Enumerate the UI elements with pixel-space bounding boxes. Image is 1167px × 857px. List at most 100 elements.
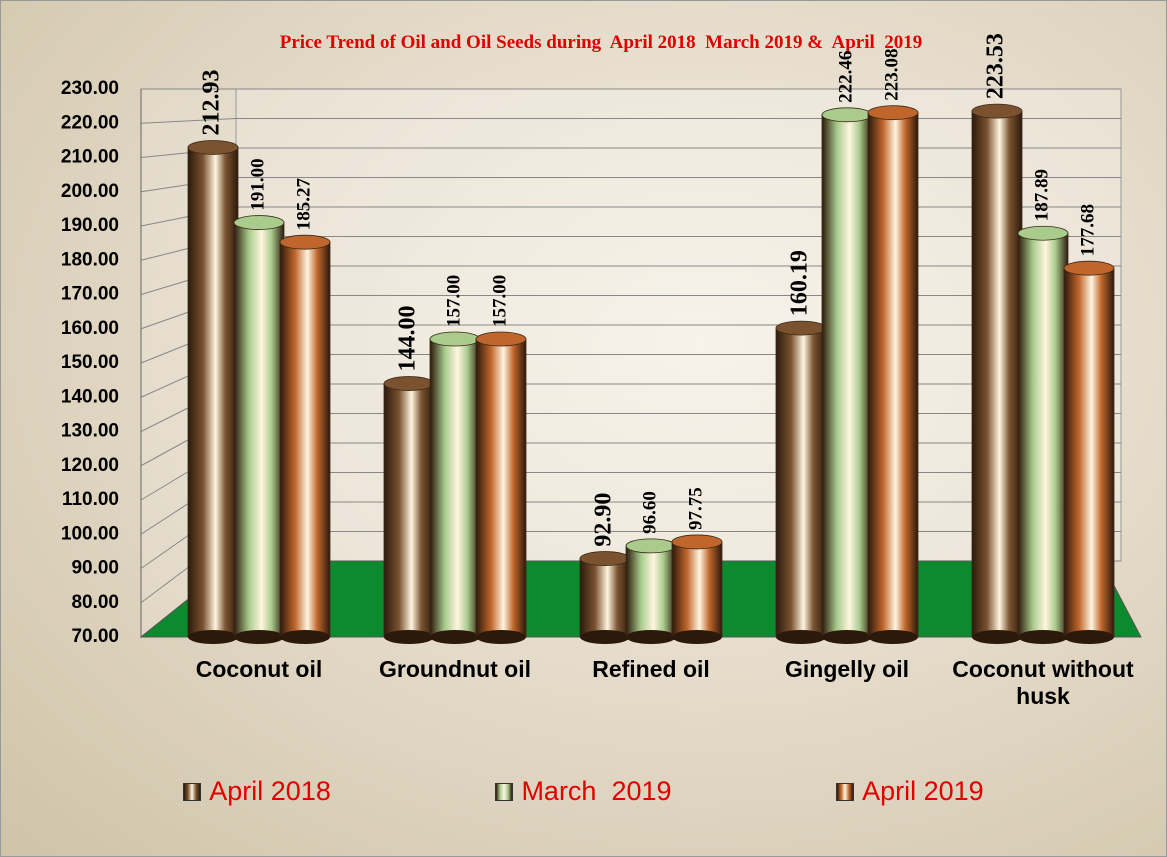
bar-top (868, 106, 918, 120)
bar-base (822, 630, 872, 644)
bar-base (672, 630, 722, 644)
y-tick-label: 140.00 (61, 386, 119, 407)
bar (1064, 261, 1114, 644)
bar-top (1064, 261, 1114, 275)
value-label: 144.00 (395, 306, 421, 372)
value-label: 223.53 (983, 33, 1009, 99)
bar-body (188, 147, 238, 637)
bar-base (1064, 630, 1114, 644)
x-tick-label: Gingelly oil (752, 656, 942, 683)
bar-base (384, 630, 434, 644)
bar-top (1018, 226, 1068, 240)
bar-base (1018, 630, 1068, 644)
bar-base (868, 630, 918, 644)
value-label: 97.75 (685, 487, 706, 530)
bar (580, 552, 630, 644)
bar (430, 332, 480, 644)
bar-body (280, 242, 330, 637)
x-tick-label: Coconut oil (164, 656, 354, 683)
bar-body (1018, 233, 1068, 637)
y-tick-label: 210.00 (61, 147, 119, 168)
bar (280, 235, 330, 644)
value-label: 157.00 (489, 275, 510, 327)
bar-body (234, 223, 284, 637)
legend-label: March 2019 (521, 776, 671, 807)
legend-item: April 2019 (836, 776, 984, 807)
bar (776, 321, 826, 644)
bar-base (972, 630, 1022, 644)
value-label: 185.27 (293, 177, 314, 230)
y-tick-label: 130.00 (61, 421, 119, 442)
value-label: 92.90 (591, 493, 617, 547)
bar-base (430, 630, 480, 644)
legend-item: April 2018 (183, 776, 331, 807)
y-tick-label: 70.00 (71, 626, 119, 647)
bar-top (972, 104, 1022, 118)
bar (384, 377, 434, 644)
bar-body (822, 115, 872, 637)
y-tick-label: 80.00 (71, 592, 119, 613)
bar-top (430, 332, 480, 346)
bar-top (580, 552, 630, 566)
value-label: 223.08 (881, 48, 902, 100)
bar-body (476, 339, 526, 637)
bar-body (384, 384, 434, 637)
legend-swatch (183, 783, 201, 801)
bar-top (672, 535, 722, 549)
bar-base (580, 630, 630, 644)
legend-label: April 2018 (209, 776, 331, 807)
value-label: 96.60 (639, 491, 660, 534)
chart-title: Price Trend of Oil and Oil Seeds during … (280, 32, 923, 53)
bar-top (280, 235, 330, 249)
y-tick-label: 220.00 (61, 112, 119, 133)
y-tick-label: 190.00 (61, 215, 119, 236)
y-tick-label: 110.00 (62, 489, 119, 510)
legend-swatch (836, 783, 854, 801)
value-label: 157.00 (443, 275, 464, 327)
bar-top (822, 108, 872, 122)
bar (188, 140, 238, 644)
bar-base (234, 630, 284, 644)
y-tick-label: 180.00 (61, 249, 119, 270)
y-tick-label: 90.00 (71, 558, 119, 579)
bar-top (384, 377, 434, 391)
y-tick-label: 100.00 (61, 523, 119, 544)
bar (972, 104, 1022, 644)
y-tick-label: 170.00 (61, 284, 119, 305)
bar (672, 535, 722, 644)
y-tick-label: 120.00 (61, 455, 119, 476)
bar-body (776, 328, 826, 637)
bar (476, 332, 526, 644)
value-label: 187.89 (1031, 169, 1052, 221)
y-tick-label: 230.00 (61, 78, 119, 99)
value-label: 212.93 (199, 69, 225, 135)
bar-body (1064, 268, 1114, 637)
bar-top (476, 332, 526, 346)
bar-top (234, 216, 284, 230)
bar-body (626, 546, 676, 637)
bar-body (430, 339, 480, 637)
value-label: 177.68 (1077, 204, 1098, 256)
bar-body (672, 542, 722, 637)
y-tick-label: 150.00 (61, 352, 119, 373)
bar (234, 216, 284, 644)
value-label: 160.19 (787, 250, 813, 316)
legend-item: March 2019 (495, 776, 671, 807)
value-label: 191.00 (247, 158, 268, 210)
bar-top (626, 539, 676, 553)
bar-base (776, 630, 826, 644)
bar-base (626, 630, 676, 644)
y-tick-label: 200.00 (61, 181, 119, 202)
x-tick-label: Refined oil (556, 656, 746, 683)
y-tick-label: 160.00 (61, 318, 119, 339)
x-tick-label: Groundnut oil (360, 656, 550, 683)
legend-swatch (495, 783, 513, 801)
bar-body (972, 111, 1022, 637)
bar-base (188, 630, 238, 644)
bar-top (188, 140, 238, 154)
x-tick-label: Coconut without husk (948, 656, 1138, 710)
legend: April 2018 March 2019 April 2019 (1, 776, 1166, 807)
bar-top (776, 321, 826, 335)
bar (822, 108, 872, 644)
bar-base (476, 630, 526, 644)
